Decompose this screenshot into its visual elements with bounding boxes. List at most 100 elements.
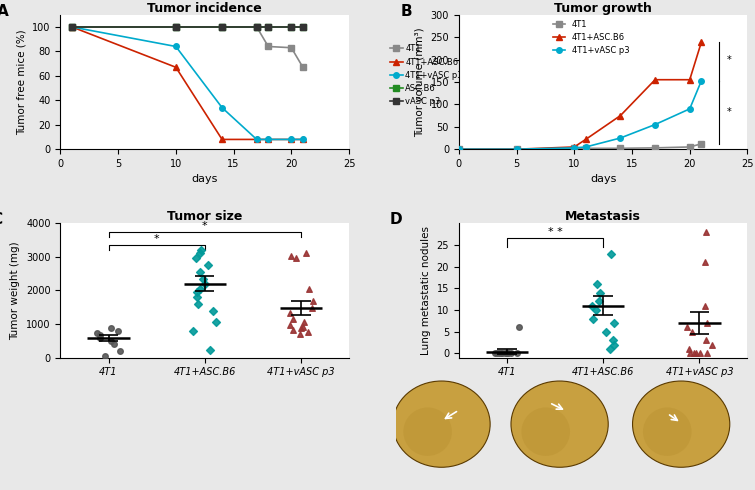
Text: *: *	[154, 234, 159, 245]
Point	[105, 337, 117, 345]
Point	[594, 289, 606, 296]
Point	[290, 255, 302, 263]
Point	[587, 315, 599, 322]
Point	[686, 328, 698, 336]
Point	[295, 324, 307, 332]
Ellipse shape	[393, 381, 490, 467]
Point	[190, 255, 202, 263]
Point	[599, 328, 612, 336]
Point	[698, 302, 710, 310]
Point	[496, 349, 508, 357]
Title: Metastasis: Metastasis	[565, 210, 641, 223]
Point	[700, 337, 712, 344]
Point	[100, 352, 112, 360]
Point	[285, 252, 297, 260]
Y-axis label: Tumor free mice (%): Tumor free mice (%)	[17, 29, 26, 135]
Point	[94, 334, 106, 342]
Point	[501, 349, 513, 357]
Text: B: B	[401, 4, 413, 19]
Point	[199, 280, 211, 288]
Point	[192, 300, 204, 308]
Point	[204, 346, 216, 354]
Ellipse shape	[633, 381, 730, 467]
Point	[284, 321, 296, 329]
Point	[683, 345, 695, 353]
Point	[608, 319, 620, 327]
Point	[288, 326, 300, 334]
Point	[695, 349, 707, 357]
Point	[297, 323, 310, 331]
Point	[294, 330, 306, 338]
Text: A: A	[0, 4, 8, 19]
Point	[302, 328, 314, 336]
X-axis label: days: days	[590, 174, 616, 185]
Point	[701, 349, 713, 357]
Y-axis label: Lung metastatic nodules: Lung metastatic nodules	[421, 226, 431, 355]
Text: *: *	[726, 107, 732, 118]
Text: *: *	[202, 221, 208, 231]
Point	[684, 349, 696, 357]
Point	[196, 246, 208, 254]
Point	[191, 293, 203, 301]
Legend: 4T1, 4T1+ASC.B6, 4T1+vASC p3: 4T1, 4T1+ASC.B6, 4T1+vASC p3	[550, 16, 633, 58]
Point	[307, 304, 319, 312]
Point	[700, 228, 712, 236]
Point	[114, 347, 126, 355]
Point	[202, 261, 214, 269]
Point	[284, 309, 296, 317]
Point	[489, 349, 501, 357]
Point	[303, 285, 315, 293]
Point	[493, 349, 505, 357]
Point	[207, 307, 219, 315]
Point	[211, 318, 223, 326]
Ellipse shape	[511, 381, 609, 467]
Point	[105, 324, 117, 332]
Point	[513, 323, 525, 331]
Point	[197, 275, 209, 283]
Point	[586, 302, 598, 310]
Point	[608, 341, 620, 348]
Title: Tumor size: Tumor size	[167, 210, 242, 223]
Point	[193, 249, 205, 257]
Point	[492, 349, 504, 357]
Title: Tumor growth: Tumor growth	[554, 1, 652, 15]
Point	[606, 249, 618, 257]
Point	[511, 349, 523, 357]
Y-axis label: Tumor weight (mg): Tumor weight (mg)	[11, 241, 20, 340]
Ellipse shape	[403, 408, 452, 456]
Point	[607, 337, 619, 344]
Point	[495, 349, 507, 357]
Point	[699, 258, 711, 266]
Point	[287, 315, 299, 323]
Text: C: C	[0, 213, 2, 227]
Point	[705, 341, 717, 348]
Title: Tumor incidence: Tumor incidence	[147, 1, 262, 15]
Point	[108, 341, 120, 348]
Point	[701, 319, 713, 327]
Point	[499, 349, 511, 357]
X-axis label: days: days	[192, 174, 218, 185]
Point	[591, 280, 603, 288]
Y-axis label: Tumor volume (mm³): Tumor volume (mm³)	[414, 27, 425, 137]
Ellipse shape	[522, 408, 570, 456]
Point	[91, 329, 103, 337]
Text: D: D	[390, 213, 402, 227]
Point	[186, 327, 199, 335]
Point	[690, 349, 702, 357]
Ellipse shape	[643, 408, 692, 456]
Point	[300, 249, 312, 257]
Point	[604, 345, 616, 353]
Point	[681, 323, 693, 331]
Text: *: *	[726, 55, 732, 66]
Point	[191, 288, 203, 296]
Point	[307, 296, 319, 304]
Point	[593, 297, 605, 305]
Point	[94, 331, 106, 339]
Legend: 4T1, 4T1+ASC.B6, 4T1+vASC p3, ASC.B6, vASC p3: 4T1, 4T1+ASC.B6, 4T1+vASC p3, ASC.B6, vA…	[387, 41, 466, 109]
Point	[688, 349, 700, 357]
Point	[501, 349, 513, 357]
Point	[112, 327, 124, 335]
Point	[590, 306, 602, 314]
Point	[194, 285, 206, 293]
Point	[502, 349, 514, 357]
